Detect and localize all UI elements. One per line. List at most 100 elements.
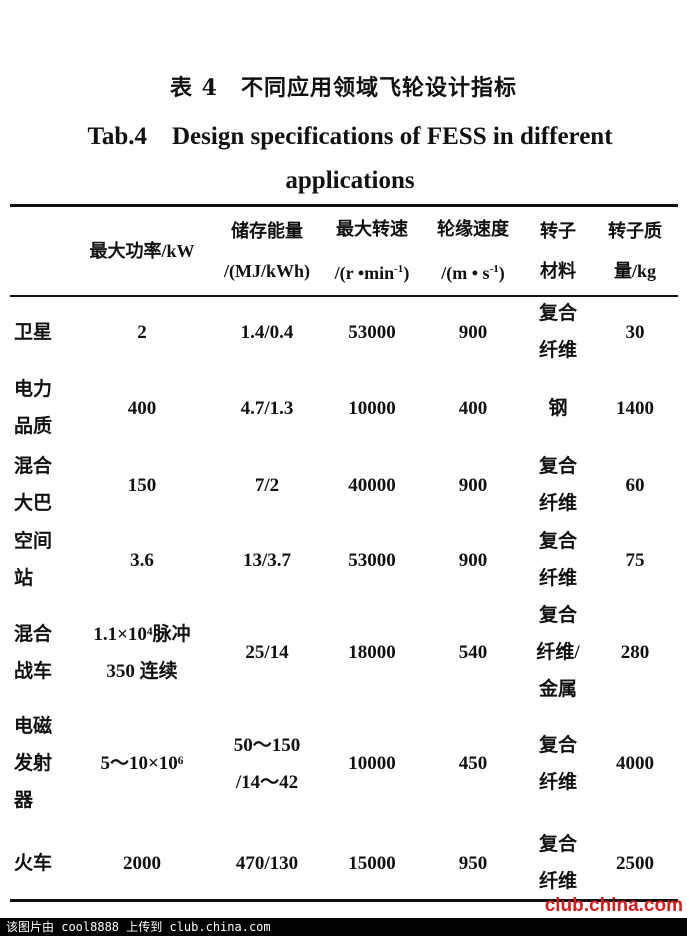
- cell-name: 电力 品质: [10, 369, 72, 447]
- cell-name-line: 电力: [14, 379, 53, 400]
- cell-material-line: 纤维: [538, 340, 577, 361]
- footer-bar: 该图片由 cool8888 上传到 club.china.com: [0, 918, 687, 936]
- cell-material: 复合纤维/金属: [524, 597, 592, 708]
- header-speed-sup: -1: [394, 263, 404, 275]
- header-row: 最大功率/kW 储存能量 /(MJ/kWh) 最大转速 /(r •min-1) 轮缘…: [10, 207, 678, 295]
- cell-power-line: 3.6: [130, 549, 154, 571]
- cell-name-line: 空间: [14, 531, 53, 552]
- cell-power-line: 150: [127, 474, 157, 496]
- header-mass-line2: 量/kg: [613, 261, 656, 281]
- cell-material: 复合 纤维: [524, 447, 592, 523]
- cell-material-line: 纤维: [538, 568, 577, 589]
- cell-material-line: 纤维: [538, 771, 577, 793]
- cell-rim: 900: [458, 549, 488, 571]
- table-row: 混合 战车 1.1×10⁴脉冲 350 连续 25/14 18000 540 复合 纤维/金属 2…: [10, 597, 678, 708]
- footer-text: 该图片由 cool8888 上传到 club.china.com: [6, 920, 271, 934]
- top-rule: [10, 204, 678, 207]
- table-row: 卫星 2 1.4/0.4 53000 900 复合 纤维 30: [10, 295, 678, 369]
- cell-name: 空间站: [10, 523, 72, 597]
- header-energy-line1: 储存能量: [231, 221, 303, 241]
- cell-material: 复合 纤维: [524, 523, 592, 597]
- header-rule: [10, 295, 678, 297]
- header-rim-unit: /(m • s: [441, 263, 490, 283]
- cell-power: 5～10×10⁶: [72, 708, 212, 819]
- cell-material-line: 复合: [538, 531, 577, 552]
- cell-name-line: 混合: [14, 623, 53, 645]
- cell-rim: 400: [458, 397, 488, 419]
- cell-power: 400: [72, 369, 212, 447]
- cell-mass: 280: [620, 642, 650, 663]
- table-row: 空间站 3.6 13/3.7 53000 900 复合纤维 75: [10, 523, 678, 597]
- watermark-line1: club.china.com: [544, 895, 683, 916]
- cell-rim: 950: [458, 852, 488, 874]
- header-rim-sup: -1: [489, 263, 499, 275]
- cell-name: 混合 战车: [10, 597, 72, 708]
- cell-energy-line: 25/14: [245, 642, 289, 663]
- cell-material-line: 复合: [538, 605, 577, 626]
- cell-power: 1.1×10⁴脉冲 350 连续: [72, 597, 212, 708]
- cell-power-line: 2000: [123, 852, 161, 874]
- header-mass: 转子质量/kg: [592, 207, 678, 295]
- cell-name: 火车: [10, 819, 72, 907]
- cell-speed: 53000: [348, 549, 396, 571]
- cell-name-line: 电磁: [14, 716, 53, 737]
- cell-name-line: 站: [14, 568, 34, 589]
- cell-material-line: 纤维/: [536, 642, 580, 663]
- cell-name-line: 火车: [14, 852, 53, 874]
- cell-name-line: 品质: [14, 416, 53, 437]
- header-material: 转子 材料: [524, 207, 592, 295]
- bottom-rule: [10, 899, 678, 902]
- cell-speed: 10000: [348, 753, 396, 774]
- cell-speed: 40000: [348, 474, 396, 496]
- cell-energy: 13/3.7: [212, 523, 322, 597]
- cell-mass: 1400: [616, 397, 654, 419]
- cell-material: 复合 纤维: [524, 819, 592, 907]
- cell-rim: 900: [458, 321, 488, 343]
- cell-material-line: 纤维: [538, 493, 577, 514]
- header-mass-line1: 转子质: [608, 221, 662, 241]
- cell-mass: 75: [625, 549, 645, 571]
- cell-energy: 50～150/14～42: [212, 708, 322, 819]
- cell-name-line: 发射: [14, 753, 53, 774]
- cell-material: 复合 纤维: [524, 295, 592, 369]
- cell-power-line: 400: [127, 397, 157, 419]
- cell-material-line: 复合: [538, 456, 577, 477]
- header-energy: 储存能量 /(MJ/kWh): [212, 207, 322, 295]
- cell-power: 2000: [72, 819, 212, 907]
- header-speed-unit: /(r •min: [334, 263, 395, 283]
- cell-energy: 470/130: [212, 819, 322, 907]
- cell-energy-line: 7/2: [254, 474, 280, 496]
- header-material-line1: 转子: [540, 221, 576, 241]
- cell-power-line: 2: [137, 321, 147, 343]
- cell-material-line: 金属: [538, 679, 577, 700]
- table-row: 火车 2000 470/130 15000 950 复合 纤维 2500: [10, 819, 678, 907]
- cell-energy-line: 13/3.7: [242, 549, 292, 571]
- cell-name-line: 卫星: [14, 321, 53, 343]
- cell-material: 钢: [524, 369, 592, 447]
- cell-name: 卫星: [10, 295, 72, 369]
- spec-table: 最大功率/kW 储存能量 /(MJ/kWh) 最大转速 /(r •min-1) 轮缘…: [10, 207, 678, 907]
- cell-material-line: 复合: [538, 303, 577, 324]
- cell-energy-line: 50～150: [233, 734, 301, 756]
- cell-material-line: 复合: [538, 834, 577, 855]
- table-row: 电磁 发射器 5～10×10⁶ 50～150/14～42 10000 450 复合 纤维 400…: [10, 708, 678, 819]
- cell-power-line: 1.1×10⁴脉冲: [93, 623, 191, 645]
- table-title-cn: 表 4 不同应用领域飞轮设计指标: [170, 75, 517, 101]
- cell-energy: 1.4/0.4: [212, 295, 322, 369]
- cell-energy-line: /14～42: [235, 771, 299, 793]
- cell-name-line: 混合: [14, 456, 53, 477]
- cell-rim: 900: [458, 474, 488, 496]
- cell-energy-line: 470/130: [235, 852, 299, 874]
- cell-mass: 4000: [616, 753, 654, 774]
- cell-speed: 18000: [348, 642, 396, 663]
- cell-mass: 60: [625, 474, 645, 496]
- cell-power: 3.6: [72, 523, 212, 597]
- cell-speed: 10000: [348, 397, 396, 419]
- cell-speed: 53000: [348, 321, 396, 343]
- cell-power: 2: [72, 295, 212, 369]
- header-material-line2: 材料: [540, 261, 576, 281]
- watermark-logo: club.china.com: [544, 895, 683, 916]
- header-speed-line1: 最大转速: [336, 219, 408, 239]
- cell-power-line: 350 连续: [106, 660, 178, 682]
- table-row: 电力 品质 400 4.7/1.3 10000 400 钢 1400: [10, 369, 678, 447]
